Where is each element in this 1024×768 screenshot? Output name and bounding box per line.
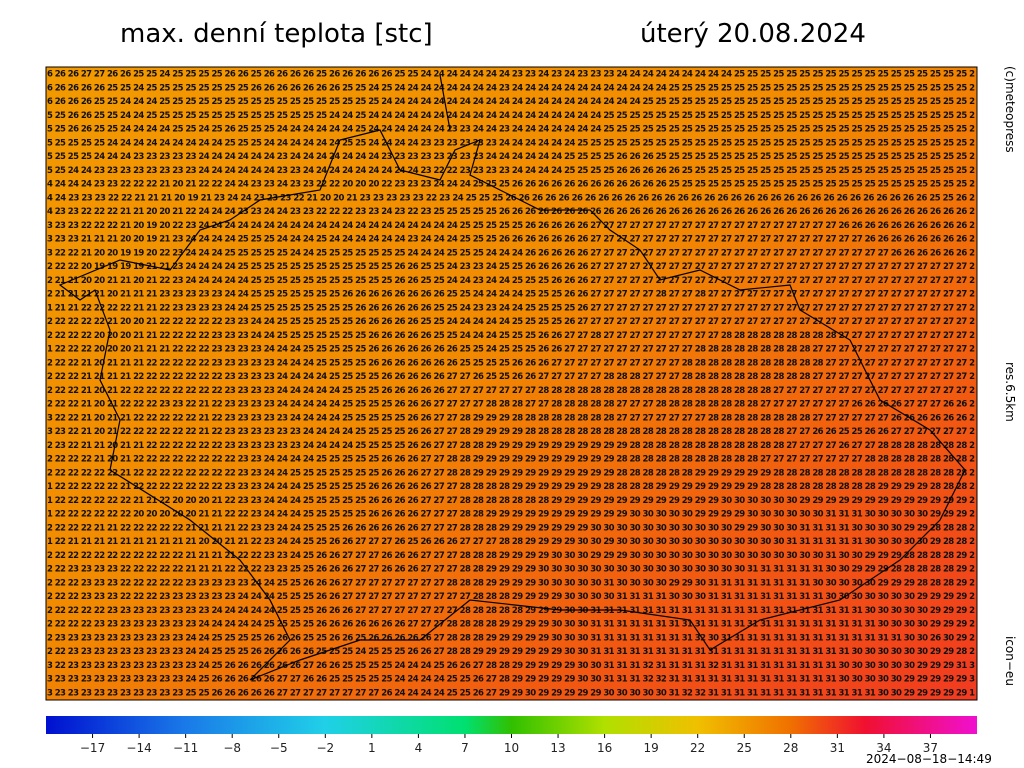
colorbar-tick-label: 10 bbox=[504, 741, 519, 755]
grid-row: 3 23 23 23 23 23 23 23 23 23 23 24 25 26… bbox=[47, 675, 975, 685]
grid-row: 6 26 26 26 26 25 25 24 25 25 25 25 25 25… bbox=[47, 83, 975, 93]
grid-row: 1 22 22 22 22 22 22 21 21 22 20 20 20 21… bbox=[47, 496, 975, 506]
map-frame bbox=[45, 66, 978, 701]
model: icon−eu bbox=[1003, 636, 1017, 686]
grid-row: 2 22 22 22 22 22 21 22 22 22 22 22 22 22… bbox=[47, 468, 975, 478]
grid-row: 2 22 23 23 23 23 23 23 23 23 23 24 24 25… bbox=[47, 647, 975, 657]
grid-row: 1 21 21 22 22 22 22 21 21 22 23 23 23 23… bbox=[47, 303, 975, 313]
grid-row: 1 22 22 22 22 22 22 20 20 20 20 20 21 21… bbox=[47, 510, 975, 520]
grid-row: 2 21 21 20 20 21 21 20 21 22 23 24 24 24… bbox=[47, 276, 975, 286]
colorbar-tick-label: −17 bbox=[80, 741, 105, 755]
colorbar-tick-label: 28 bbox=[783, 741, 798, 755]
grid-row: 3 23 23 22 22 22 21 20 19 20 22 23 24 24… bbox=[47, 221, 975, 231]
grid-row: 2 22 22 22 22 21 20 20 21 22 22 22 22 22… bbox=[47, 317, 975, 327]
grid-row: 2 23 23 23 23 23 23 23 23 23 23 24 24 25… bbox=[47, 633, 975, 643]
colorbar-tick-label: 31 bbox=[830, 741, 845, 755]
grid-row: 5 25 25 25 24 24 24 23 23 23 23 23 24 24… bbox=[47, 152, 975, 162]
grid-row: 1 22 22 22 22 22 21 22 22 22 22 22 22 22… bbox=[47, 482, 975, 492]
grid-row: 2 22 22 21 21 21 21 22 22 22 22 22 22 22… bbox=[47, 372, 975, 382]
grid-row: 3 23 22 21 20 21 22 22 22 22 22 22 21 22… bbox=[47, 427, 975, 437]
map-background bbox=[46, 67, 977, 700]
grid-row: 5 25 25 25 25 24 24 24 24 24 24 24 24 24… bbox=[47, 138, 975, 148]
grid-row: 4 24 23 23 23 22 22 21 21 21 20 19 21 23… bbox=[47, 193, 975, 203]
grid-row: 2 22 22 21 20 21 21 21 22 22 22 22 22 23… bbox=[47, 358, 975, 368]
colorbar-tick-label: 1 bbox=[368, 741, 376, 755]
grid-row: 6 26 26 27 27 26 26 25 25 24 25 25 25 25… bbox=[47, 70, 975, 80]
timestamp: 2024−08−18−14:49 bbox=[866, 752, 992, 766]
grid-row: 4 24 24 24 23 23 22 22 22 21 20 21 22 22… bbox=[47, 180, 975, 190]
grid-row: 2 22 22 22 21 21 22 22 22 22 22 21 21 21… bbox=[47, 523, 975, 533]
colorbar-tick-label: 7 bbox=[461, 741, 469, 755]
border-line bbox=[58, 74, 966, 681]
grid-row: 2 22 22 22 20 20 20 21 21 22 22 22 22 23… bbox=[47, 331, 975, 341]
grid-row: 2 22 22 22 23 23 23 23 23 23 23 23 24 24… bbox=[47, 620, 975, 630]
grid-row: 5 25 26 26 25 25 24 24 25 25 25 25 25 25… bbox=[47, 111, 975, 121]
colorbar-tick-label: 37 bbox=[923, 741, 938, 755]
colorbar-tick-label: 19 bbox=[644, 741, 659, 755]
colorbar-tick-label: 4 bbox=[415, 741, 423, 755]
colorbar-tick-label: −5 bbox=[270, 741, 288, 755]
grid-row: 3 22 22 21 20 21 21 22 22 22 22 22 21 22… bbox=[47, 413, 975, 423]
grid-row: 4 23 23 22 22 22 21 21 20 20 21 22 24 24… bbox=[47, 207, 975, 217]
colorbar-tick-label: 22 bbox=[690, 741, 705, 755]
grid-row: 3 22 22 21 20 20 19 19 20 22 23 24 24 24… bbox=[47, 248, 975, 258]
grid-row: 6 26 26 26 25 25 24 24 24 25 25 25 25 25… bbox=[47, 97, 975, 107]
grid-row: 2 22 22 22 22 22 22 22 22 22 22 21 21 21… bbox=[47, 551, 975, 561]
colorbar-tick-label: 25 bbox=[737, 741, 752, 755]
grid-row: 2 22 22 23 23 23 22 22 22 23 23 23 23 23… bbox=[47, 592, 975, 602]
grid-row: 2 22 23 23 23 23 22 22 22 22 22 21 21 21… bbox=[47, 565, 975, 575]
grid-row: 5 25 24 24 23 23 23 23 23 23 23 23 24 24… bbox=[47, 166, 975, 176]
grid-row: 2 22 22 20 19 19 19 19 21 21 23 24 24 24… bbox=[47, 262, 975, 272]
grid-row: 3 23 23 21 21 21 20 20 19 21 23 24 24 24… bbox=[47, 235, 975, 245]
map-title: max. denní teplota [stc] bbox=[120, 19, 433, 49]
grid-row: 2 22 22 23 23 23 22 22 22 22 22 23 23 23… bbox=[47, 578, 975, 588]
grid-row: 5 25 26 26 25 25 24 24 24 24 25 25 24 25… bbox=[47, 125, 975, 135]
grid-row: 2 22 22 21 20 21 22 22 22 23 23 22 21 22… bbox=[47, 400, 975, 410]
grid-row: 3 22 23 23 23 23 23 23 23 23 23 23 24 25… bbox=[47, 661, 975, 671]
grid-row: 2 23 22 21 21 20 21 21 22 22 22 22 22 22… bbox=[47, 441, 975, 451]
grid-row: 1 22 21 21 21 21 21 21 21 21 21 21 20 20… bbox=[47, 537, 975, 547]
grid-row: 2 22 22 21 20 21 22 22 22 22 22 22 22 22… bbox=[47, 386, 975, 396]
resolution: res.6.5km bbox=[1003, 362, 1017, 422]
colorbar-ticks: −17 −14 −11 −8 −5 −2 1 4 7 10 13 16 19 22 25 28 31 34 37 bbox=[80, 734, 938, 755]
colorbar-tick-label: −11 bbox=[173, 741, 198, 755]
grid-row: 2 22 22 22 22 23 23 23 23 23 23 23 23 24… bbox=[47, 606, 975, 616]
credit: (c)meteopress bbox=[1003, 66, 1017, 153]
value-grid: 6 26 26 27 27 26 26 25 25 24 25 25 25 25… bbox=[47, 70, 975, 699]
colorbar-tick-label: 16 bbox=[597, 741, 612, 755]
colorbar-tick-label: −2 bbox=[316, 741, 334, 755]
grid-row: 1 22 22 22 20 20 20 21 21 21 22 22 22 23… bbox=[47, 345, 975, 355]
map-date: úterý 20.08.2024 bbox=[640, 19, 866, 49]
grid-row: 2 21 21 21 21 20 21 21 21 23 23 23 23 23… bbox=[47, 290, 975, 300]
colorbar-tick-label: 13 bbox=[550, 741, 565, 755]
colorbar bbox=[46, 716, 977, 734]
grid-row: 3 23 23 23 23 23 23 23 23 23 23 25 25 26… bbox=[47, 689, 975, 699]
colorbar-tick-label: −14 bbox=[126, 741, 151, 755]
grid-row: 2 22 22 22 21 20 21 22 22 22 22 22 22 22… bbox=[47, 455, 975, 465]
colorbar-tick-label: 34 bbox=[876, 741, 891, 755]
colorbar-tick-label: −8 bbox=[223, 741, 241, 755]
